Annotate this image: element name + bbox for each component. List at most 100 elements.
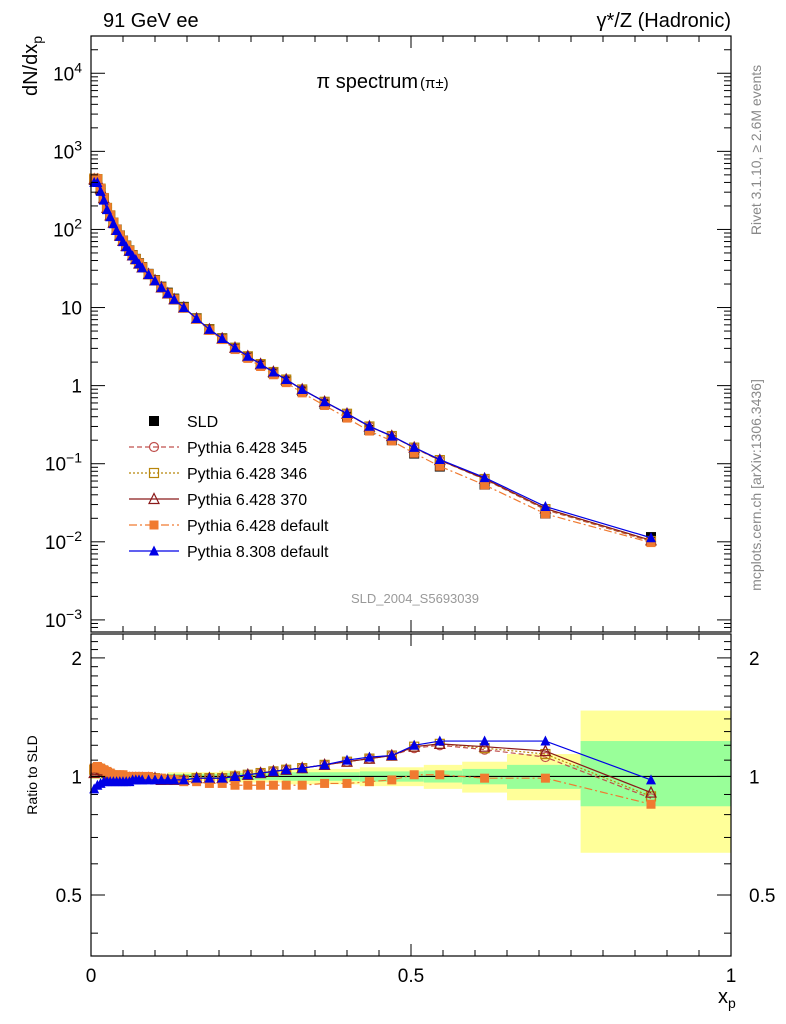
series-5-ratio-point-26 [242,769,253,780]
legend-marker-0 [149,416,159,426]
ratio-tick-label-left-0: 0.5 [56,886,82,907]
series-4-main-point-39 [646,538,656,548]
legend-label-1: Pythia 6.428 345 [187,440,307,457]
series-5-ratio-point-27 [255,767,266,778]
series-5-ratio-point-35 [409,739,420,750]
legend: SLD Pythia 6.428 345 Pythia 6.428 346 Pythi… [129,414,329,561]
legend-item-2: Pythia 6.428 346 [129,466,307,483]
series-5-main-point-32 [342,407,352,418]
series-5 [89,176,656,794]
series-5-main-point-36 [434,454,445,465]
y-tick-label-3: 1 [71,377,82,398]
series-4-ratio-point-30 [297,780,307,790]
series-4-ratio-point-27 [256,780,266,790]
series-5-ratio-point-24 [217,772,228,783]
series-4-ratio-point-26 [243,780,253,790]
series-5-main-point-21 [178,302,189,313]
x-tick-label-2: 1 [726,966,737,987]
legend-label-2: Pythia 6.428 346 [187,466,307,483]
series-5-main-point-35 [409,441,420,452]
series-5-main-point-4 [102,204,112,215]
series-5-main-line [94,181,652,539]
series-2 [89,173,657,802]
series-5-ratio-point-33 [364,751,375,762]
series-4-ratio-point-38 [540,773,550,783]
series-5-main-point-18 [156,281,167,292]
series-5-ratio-point-30 [297,762,308,773]
series-4-ratio-point-29 [281,780,291,790]
y-tick-label-5: 102 [53,215,82,241]
series-5-ratio-point-17 [150,774,160,785]
series-4-main-point-36 [435,461,445,471]
series-2-main-line [94,178,652,542]
ratio-tick-label-right-1: 1 [749,767,760,788]
y-tick-label-7: 104 [53,59,82,85]
series-3-main-line [94,178,652,541]
series-5-main-point-30 [297,383,308,394]
y-tick-label-1: 10−2 [45,528,82,554]
legend-marker-2 [148,467,160,479]
series-4-main-point-32 [342,413,352,423]
series-5-main-point-20 [169,293,180,304]
y-tick-label-2: 10−1 [45,450,82,476]
legend-item-4: Pythia 6.428 default [129,518,329,535]
series-1 [89,173,657,804]
series-5-main-point-5 [105,211,116,222]
series-5-main-point-24 [217,333,228,344]
series-4-ratio-point-28 [268,780,278,790]
legend-label-0: SLD [187,414,218,431]
series-5-main-point-34 [386,430,397,441]
legend-item-1: Pythia 6.428 345 [129,440,307,457]
series-4-ratio-point-23 [204,778,214,788]
series-5-ratio-point-23 [204,772,215,783]
series-5-main-point-28 [268,366,279,377]
series-4-ratio-point-35 [409,770,419,780]
series-3-ratio-point-39 [645,785,657,798]
series-4-ratio-point-32 [342,778,352,788]
x-tick-label-1: 0.5 [398,966,424,987]
series-3 [88,172,657,798]
series-5-main-point-29 [281,374,292,385]
series-5-main-point-33 [364,420,375,431]
series-4-main-line [94,177,652,544]
series-5-main-point-26 [242,350,253,361]
series-5-main-point-2 [95,185,106,196]
chart-title: π spectrum [316,71,418,93]
series-5-ratio-point-29 [281,764,292,775]
series-5-ratio-point-31 [319,759,330,770]
series-1-main-line [94,178,652,542]
series-4-main-point-34 [387,436,397,446]
series-5-main-point-23 [204,323,215,334]
data-series [88,172,657,809]
x-axis-label: xp [718,986,736,1011]
series-5-main-point-6 [108,218,119,229]
series-4 [89,173,656,809]
x-tick-label-0: 0 [86,966,97,987]
series-5-ratio-point-36 [434,735,445,746]
ratio-tick-label-left-1: 1 [71,767,82,788]
series-0 [89,174,656,543]
axis-ticks: 0 0.5 1 10−3 10−2 10−1 1 10 102 103 104 0.5 0.5 1 1 2 2 [45,35,775,987]
series-5-ratio-point-18 [156,774,167,785]
series-5-ratio-point-15 [137,774,148,785]
series-5-ratio-point-22 [191,772,202,783]
series-5-ratio-point-20 [169,774,180,785]
ratio-tick-label-left-2: 2 [71,649,82,670]
series-5-ratio-point-16 [143,774,154,785]
series-5-ratio-point-39 [646,774,656,785]
ratio-y-axis-label: Ratio to SLD [24,735,40,814]
mcplots-side-text: mcplots.cern.ch [arXiv:1306.3436] [748,379,764,591]
legend-item-5: Pythia 8.308 default [129,544,329,561]
series-3-ratio-point-37 [478,739,491,752]
header-right-title: γ*/Z (Hadronic) [597,10,731,32]
y-tick-label-0: 10−3 [45,606,82,632]
series-4-ratio-point-37 [480,773,490,783]
y-tick-label-4: 10 [61,299,82,320]
series-4-main-point-35 [409,448,419,458]
header-left-title: 91 GeV ee [103,10,199,32]
series-4-main-point-38 [540,509,550,519]
series-5-main-point-37 [479,472,490,483]
series-5-main-point-27 [255,358,266,369]
